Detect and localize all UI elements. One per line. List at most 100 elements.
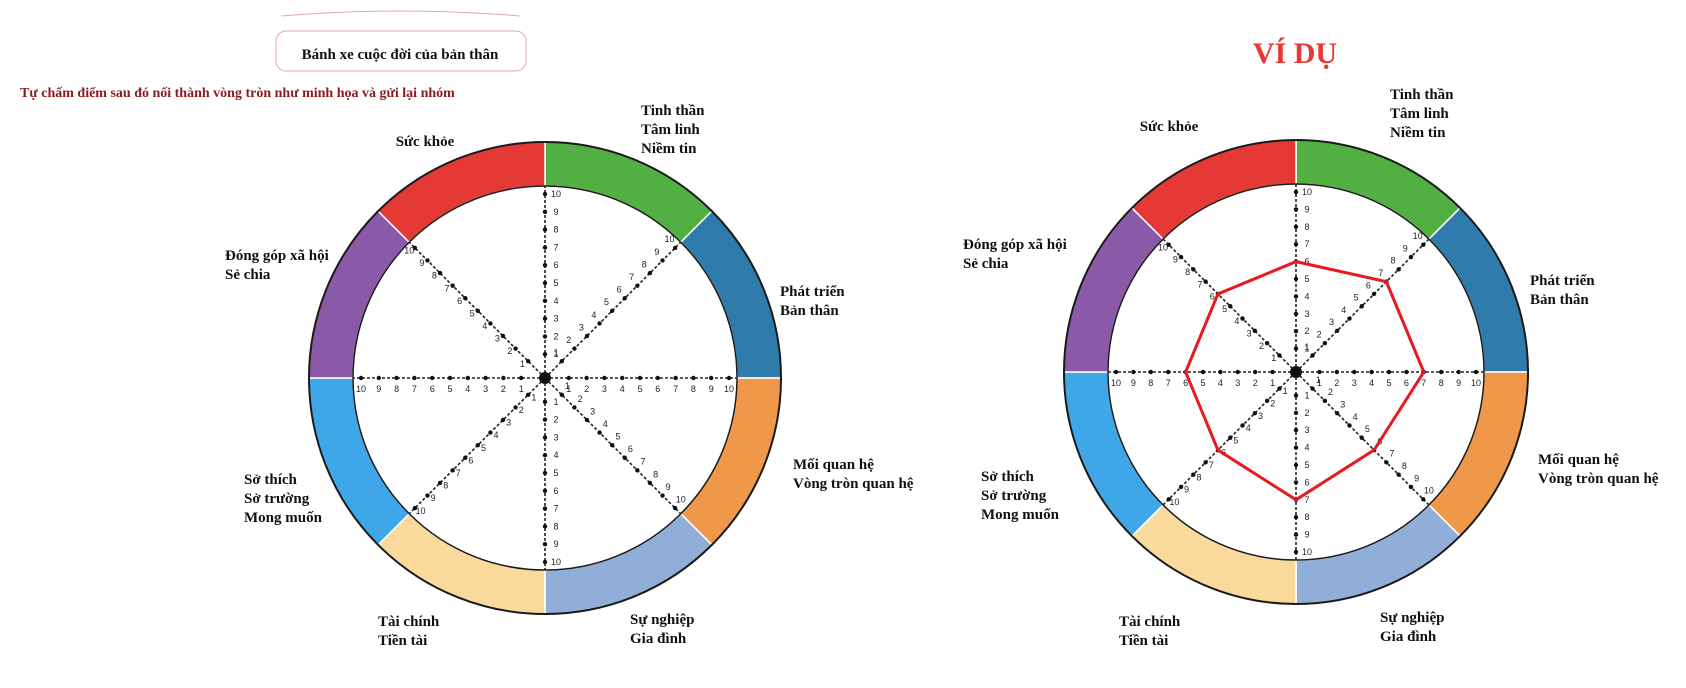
scale-label: 9 — [419, 258, 424, 268]
scale-point — [1421, 497, 1426, 502]
scale-label: 7 — [673, 384, 678, 394]
scale-label: 6 — [457, 296, 462, 306]
scale-point — [525, 358, 531, 364]
scale-label: 7 — [456, 468, 461, 478]
scale-point — [542, 435, 548, 440]
scale-point — [1264, 398, 1270, 404]
spoke — [1162, 371, 1297, 506]
scale-point — [635, 283, 640, 288]
scale-label: 6 — [430, 384, 435, 394]
scale-point — [673, 375, 678, 381]
scale-point — [1293, 329, 1299, 334]
scale-label: 10 — [724, 384, 734, 394]
scale-point — [1317, 369, 1322, 375]
scale-point — [465, 375, 470, 381]
scale-point — [1270, 369, 1275, 375]
scale-label: 8 — [653, 469, 658, 479]
scale-label: 5 — [1200, 378, 1205, 388]
scale-label: 2 — [1304, 326, 1309, 336]
scale-point — [1293, 549, 1299, 555]
scale-point — [425, 258, 430, 263]
scale-label: 8 — [432, 271, 437, 281]
scale-label: 7 — [629, 272, 634, 282]
scale-point — [1421, 242, 1426, 247]
scale-label: 4 — [620, 384, 625, 394]
scale-point — [500, 417, 506, 423]
scale-label: 10 — [1111, 378, 1121, 388]
scale-point — [542, 453, 548, 458]
scale-label: 8 — [1148, 378, 1153, 388]
scale-point — [1293, 393, 1299, 398]
label-tinh-than: Tinh thần Tâm linh Niềm tin — [1390, 87, 1454, 141]
label-dong-gop: Đóng góp xã hội Sẻ chia — [963, 237, 1067, 272]
scale-point — [1352, 369, 1357, 375]
scale-point — [566, 375, 571, 381]
scale-label: 7 — [1390, 449, 1395, 459]
scale-label: 3 — [483, 384, 488, 394]
scale-point — [1384, 460, 1389, 465]
instruction-text: Tự chấm điểm sau đó nối thành vòng tròn … — [20, 86, 455, 101]
scale-point — [609, 442, 615, 448]
scale-point — [622, 455, 627, 460]
scale-point — [572, 346, 577, 351]
scale-point — [542, 245, 548, 250]
scale-point — [584, 333, 590, 339]
scale-point — [1131, 369, 1136, 375]
scale-label: 8 — [1439, 378, 1444, 388]
spoke — [1295, 371, 1430, 506]
scale-point — [1293, 462, 1299, 468]
scale-label: 2 — [553, 415, 558, 425]
scale-label: 8 — [1304, 222, 1309, 232]
scale-point — [584, 417, 590, 423]
scale-point — [622, 296, 627, 301]
scale-label: 3 — [1352, 378, 1357, 388]
scale-label: 4 — [1353, 412, 1358, 422]
scale-label: 1 — [1317, 378, 1322, 388]
scale-point — [513, 405, 518, 410]
hub — [1290, 366, 1302, 378]
scale-label: 5 — [1354, 293, 1359, 303]
scale-label: 2 — [1259, 341, 1264, 351]
scale-label: 3 — [506, 418, 511, 428]
scale-point — [525, 392, 531, 398]
scale-label: 8 — [1402, 461, 1407, 471]
scale-label: 5 — [553, 278, 558, 288]
wheel-outline — [1063, 139, 1529, 605]
scale-point — [1334, 410, 1340, 416]
spoke — [1162, 238, 1297, 373]
scale-label: 1 — [1304, 344, 1309, 354]
scale-point — [1386, 369, 1392, 375]
scale-point — [584, 375, 589, 381]
scale-point — [1178, 484, 1184, 490]
scale-point — [1264, 340, 1270, 346]
scale-label: 1 — [1283, 386, 1288, 396]
scale-label: 4 — [1304, 291, 1309, 301]
scale-point — [519, 375, 524, 381]
scale-point — [1240, 316, 1245, 321]
scale-point — [1200, 369, 1206, 375]
scale-point — [635, 468, 640, 473]
scale-label: 5 — [553, 468, 558, 478]
scale-label: 7 — [1421, 378, 1426, 388]
scale-label: 7 — [553, 242, 558, 252]
scale-label: 2 — [566, 335, 571, 345]
scale-label: 2 — [1253, 378, 1258, 388]
scale-label: 1 — [553, 349, 558, 359]
label-suc-khoe: Sức khỏe — [1140, 119, 1199, 135]
scale-label: 9 — [431, 493, 436, 503]
scale-point — [1322, 398, 1328, 404]
scale-label: 10 — [1424, 486, 1434, 496]
scale-point — [1408, 484, 1414, 490]
scale-label: 2 — [1270, 399, 1275, 409]
scale-point — [609, 308, 615, 314]
scale-label: 9 — [1403, 243, 1408, 253]
scale-label: 7 — [1304, 495, 1309, 505]
scale-point — [660, 258, 665, 263]
scale-point — [425, 493, 430, 498]
scale-label: 8 — [1185, 267, 1190, 277]
scale-point — [437, 480, 443, 486]
scale-label: 5 — [615, 432, 620, 442]
scale-label: 7 — [1304, 239, 1309, 249]
scale-point — [542, 334, 548, 339]
scale-point — [1293, 189, 1299, 195]
